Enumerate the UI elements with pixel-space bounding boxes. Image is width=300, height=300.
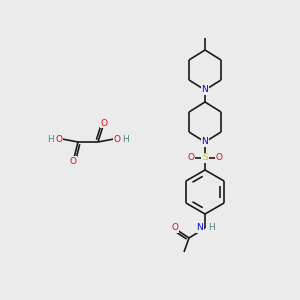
- Text: O: O: [55, 134, 62, 143]
- Text: H: H: [208, 224, 215, 232]
- Text: N: N: [196, 224, 203, 232]
- Text: H: H: [122, 134, 129, 143]
- Text: S: S: [202, 154, 208, 163]
- Text: O: O: [215, 154, 223, 163]
- Text: O: O: [114, 134, 121, 143]
- Text: N: N: [202, 85, 208, 94]
- Text: O: O: [172, 224, 178, 232]
- Text: H: H: [47, 134, 54, 143]
- Text: O: O: [70, 157, 76, 166]
- Text: O: O: [188, 154, 194, 163]
- Text: N: N: [202, 137, 208, 146]
- Text: O: O: [100, 118, 107, 127]
